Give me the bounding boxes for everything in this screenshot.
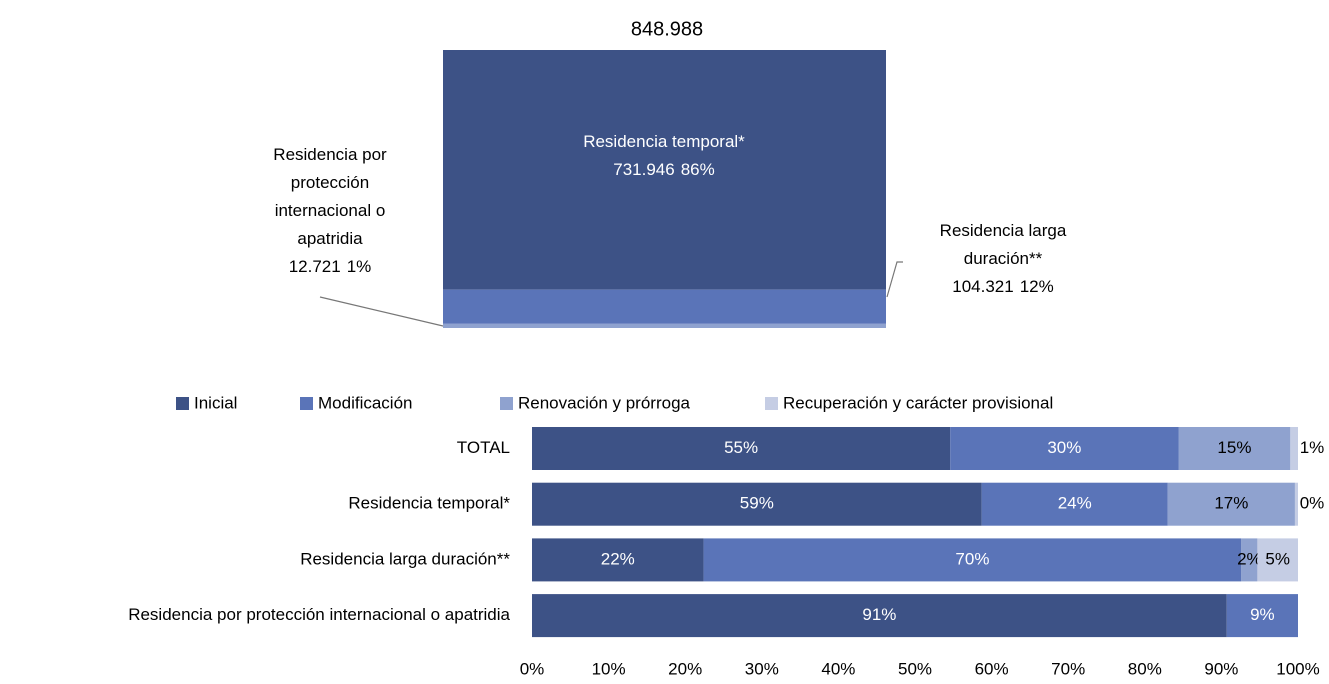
category-label: Residencia temporal* [583, 132, 745, 151]
category-label: Residencia temporal* [348, 494, 510, 513]
bar-segment [532, 482, 982, 526]
bar-value-label: 91% [862, 605, 896, 624]
bar-value-label: 1% [1300, 438, 1325, 457]
leader-line [886, 261, 903, 298]
bar-value-label: 70% [955, 549, 989, 568]
category-label: Residencia por protección internacional … [128, 605, 510, 624]
bar-segment [1226, 594, 1298, 638]
bar-value-label: 9% [1250, 605, 1275, 624]
x-tick-label: 70% [1051, 659, 1085, 678]
x-tick-label: 30% [745, 659, 779, 678]
segment-label: Residencia temporal* 731.946 86% [564, 128, 764, 184]
percent-label: 86% [680, 160, 715, 179]
percent-label: 1% [346, 257, 372, 276]
category-label: Residencia larga duración** [300, 549, 510, 568]
bar-segment [1241, 538, 1258, 582]
bar-value-label: 59% [740, 494, 774, 513]
x-tick-label: 40% [821, 659, 855, 678]
bar-segment [981, 482, 1168, 526]
value-label: 104.321 [952, 277, 1014, 296]
value-line: 731.946 86% [564, 156, 764, 184]
category-label: TOTAL [457, 438, 510, 457]
bar-segment [1290, 427, 1298, 470]
bar-value-label: 15% [1217, 438, 1251, 457]
x-tick-label: 50% [898, 659, 932, 678]
legend-swatch [176, 397, 189, 410]
legend-swatch [765, 397, 778, 410]
legend-label: Modificación [318, 393, 413, 412]
segment [443, 50, 886, 290]
category-label: Residencia larga duración** [939, 221, 1067, 268]
legend-label: Recuperación y carácter provisional [783, 393, 1053, 412]
bar-value-label: 0% [1300, 494, 1325, 513]
bar-segment [1257, 538, 1298, 582]
bar-segment [1178, 427, 1291, 470]
bar-value-label: 17% [1214, 494, 1248, 513]
segment [443, 289, 886, 324]
value-label: 12.721 [288, 257, 341, 276]
x-tick-label: 20% [668, 659, 702, 678]
legend-swatch [300, 397, 313, 410]
bar-segment [1167, 482, 1295, 526]
bar-segment [532, 427, 951, 470]
bar-segment [703, 538, 1242, 582]
x-tick-label: 10% [592, 659, 626, 678]
bar-value-label: 22% [601, 549, 635, 568]
category-label: Residencia por protección internacional … [273, 145, 387, 248]
bar-segment [532, 538, 704, 582]
x-tick-label: 80% [1128, 659, 1162, 678]
x-tick-label: 100% [1276, 659, 1319, 678]
bar-value-label: 2% [1237, 549, 1262, 568]
legend-swatch [500, 397, 513, 410]
bar-value-label: 24% [1058, 494, 1092, 513]
value-line: 104.321 12% [903, 273, 1103, 301]
value-label: 731.946 [613, 160, 675, 179]
legend-label: Renovación y prórroga [518, 393, 691, 412]
x-tick-label: 0% [520, 659, 545, 678]
bar-segment [950, 427, 1179, 470]
value-line: 12.721 1% [245, 253, 415, 281]
percent-label: 12% [1019, 277, 1054, 296]
segment [443, 323, 886, 328]
bar-value-label: 55% [724, 438, 758, 457]
bar-segment [1294, 482, 1298, 526]
segment-label: Residencia por protección internacional … [245, 141, 415, 281]
bar-segment [532, 594, 1227, 638]
segment-label: Residencia larga duración** 104.321 12% [903, 217, 1103, 301]
total-label: 848.988 [631, 18, 703, 40]
bar-value-label: 30% [1047, 438, 1081, 457]
bar-value-label: 5% [1265, 549, 1290, 568]
leader-line [319, 296, 444, 327]
x-tick-label: 60% [975, 659, 1009, 678]
legend-label: Inicial [194, 393, 237, 412]
x-tick-label: 90% [1204, 659, 1238, 678]
